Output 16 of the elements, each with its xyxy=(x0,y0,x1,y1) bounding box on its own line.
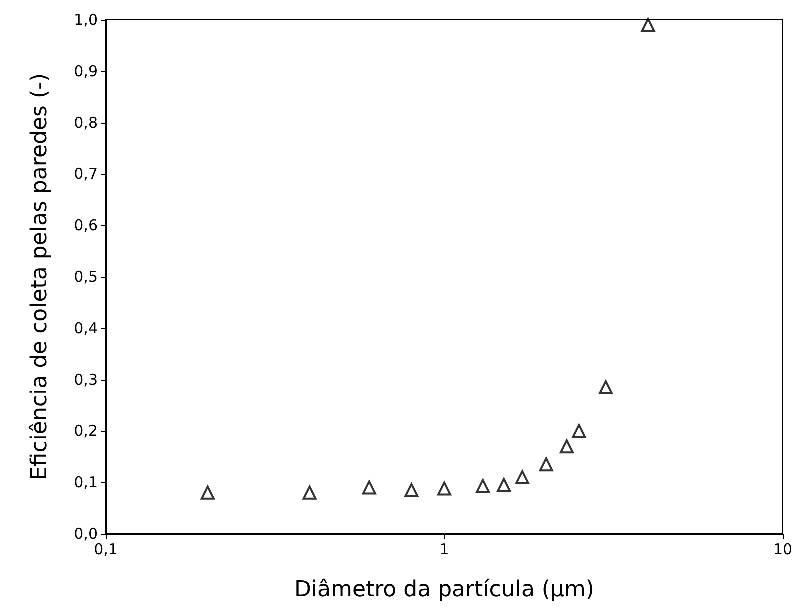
y-tick-label: 0,4 xyxy=(74,319,98,338)
y-tick-label: 0,9 xyxy=(74,62,98,80)
y-axis-title: Eficiência de coleta pelas paredes (-) xyxy=(28,73,52,481)
y-tick-label: 0,1 xyxy=(74,474,98,492)
y-tick-label: 1,0 xyxy=(74,11,98,29)
x-tick-label: 10 xyxy=(773,540,793,558)
y-tick-label: 0,8 xyxy=(74,114,98,132)
x-tick-label: 1 xyxy=(440,540,450,558)
y-tick-label: 0,5 xyxy=(74,268,98,286)
y-tick-label: 0,2 xyxy=(74,422,98,440)
y-tick-label: 0,0 xyxy=(74,525,98,543)
x-axis-title: Diâmetro da partícula (μm) xyxy=(294,578,595,602)
x-tick-label: 0,1 xyxy=(94,540,118,558)
y-tick-label: 0,3 xyxy=(74,370,98,389)
y-tick-label: 0,6 xyxy=(74,216,98,235)
y-tick-label: 0,7 xyxy=(74,165,98,184)
